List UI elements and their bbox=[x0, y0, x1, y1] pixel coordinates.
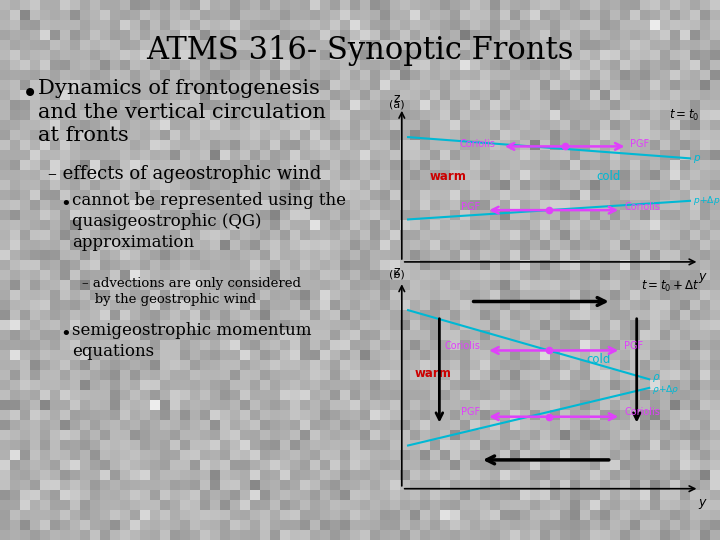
Text: •: • bbox=[22, 80, 38, 108]
Text: PGF: PGF bbox=[624, 341, 643, 351]
Text: cold: cold bbox=[587, 353, 611, 366]
Text: ATMS 316- Synoptic Fronts: ATMS 316- Synoptic Fronts bbox=[146, 35, 574, 66]
Text: •: • bbox=[60, 195, 71, 213]
Text: cold: cold bbox=[596, 171, 621, 184]
Text: z: z bbox=[394, 92, 400, 105]
Text: (b): (b) bbox=[390, 270, 405, 280]
Text: warm: warm bbox=[414, 367, 451, 380]
Text: PGF: PGF bbox=[461, 407, 480, 417]
Text: y: y bbox=[699, 496, 706, 509]
Text: $\rho\!+\!\Delta\rho$: $\rho\!+\!\Delta\rho$ bbox=[652, 383, 680, 396]
Text: $t = t_0$: $t = t_0$ bbox=[669, 108, 699, 123]
Text: Coriolis: Coriolis bbox=[624, 202, 660, 212]
Text: •: • bbox=[60, 325, 71, 343]
Text: Dynamics of frontogenesis
and the vertical circulation
at fronts: Dynamics of frontogenesis and the vertic… bbox=[38, 79, 326, 145]
Text: warm: warm bbox=[430, 171, 467, 184]
Text: $\rho$: $\rho$ bbox=[652, 372, 661, 384]
Text: PGF: PGF bbox=[461, 202, 480, 212]
Text: $t = t_0 + \Delta t$: $t = t_0 + \Delta t$ bbox=[641, 279, 699, 294]
Text: Coriolis: Coriolis bbox=[444, 341, 480, 351]
Text: z: z bbox=[394, 266, 400, 279]
Text: Coriolis: Coriolis bbox=[624, 407, 660, 417]
Text: semigeostrophic momentum
equations: semigeostrophic momentum equations bbox=[72, 322, 312, 360]
Text: $p\!+\!\Delta p$: $p\!+\!\Delta p$ bbox=[693, 194, 720, 207]
Text: y: y bbox=[699, 270, 706, 283]
Text: (a): (a) bbox=[390, 100, 405, 110]
Text: – effects of ageostrophic wind: – effects of ageostrophic wind bbox=[48, 165, 321, 183]
Text: PGF: PGF bbox=[631, 139, 649, 148]
Text: cannot be represented using the
quasigeostrophic (QG)
approximation: cannot be represented using the quasigeo… bbox=[72, 192, 346, 251]
Text: p: p bbox=[693, 153, 700, 164]
Text: – advections are only considered
   by the geostrophic wind: – advections are only considered by the … bbox=[82, 277, 301, 306]
Text: Coriolis: Coriolis bbox=[460, 139, 496, 148]
